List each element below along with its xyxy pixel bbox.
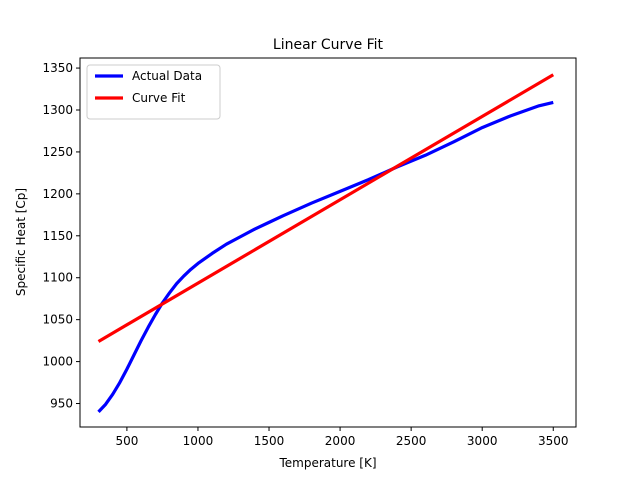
x-tick-label: 3000 xyxy=(467,434,498,448)
y-tick-label: 950 xyxy=(50,397,73,411)
legend-label-actual-data: Actual Data xyxy=(132,69,202,83)
series-line-actual-data xyxy=(97,100,554,413)
x-tick-label: 1000 xyxy=(183,434,214,448)
y-tick-label: 1200 xyxy=(42,187,73,201)
series-line-curve-fit xyxy=(97,73,555,343)
y-tick-label: 1350 xyxy=(42,61,73,75)
x-tick-label: 2000 xyxy=(325,434,356,448)
y-tick-label: 1150 xyxy=(42,229,73,243)
x-tick-label: 2500 xyxy=(396,434,427,448)
y-tick-label: 1100 xyxy=(42,271,73,285)
chart-title: Linear Curve Fit xyxy=(273,37,384,53)
x-tick-label: 500 xyxy=(115,434,138,448)
legend-label-curve-fit: Curve Fit xyxy=(132,91,186,105)
y-axis-label: Specific Heat [Cp] xyxy=(14,188,28,296)
y-tick-label: 1300 xyxy=(42,103,73,117)
axes-frame xyxy=(79,57,577,428)
y-tick-label: 1000 xyxy=(42,355,73,369)
plot-area: 500 1000 1500 2000 2500 3000 3500 950 1000 1050 11… xyxy=(42,57,577,448)
legend: Actual Data Curve Fit xyxy=(86,64,221,120)
y-tick-label: 1250 xyxy=(42,145,73,159)
x-tick-label: 3500 xyxy=(538,434,569,448)
legend-box xyxy=(86,64,221,120)
x-tick-label: 1500 xyxy=(254,434,285,448)
y-tick-label: 1050 xyxy=(42,313,73,327)
x-axis-label: Temperature [K] xyxy=(278,456,376,470)
